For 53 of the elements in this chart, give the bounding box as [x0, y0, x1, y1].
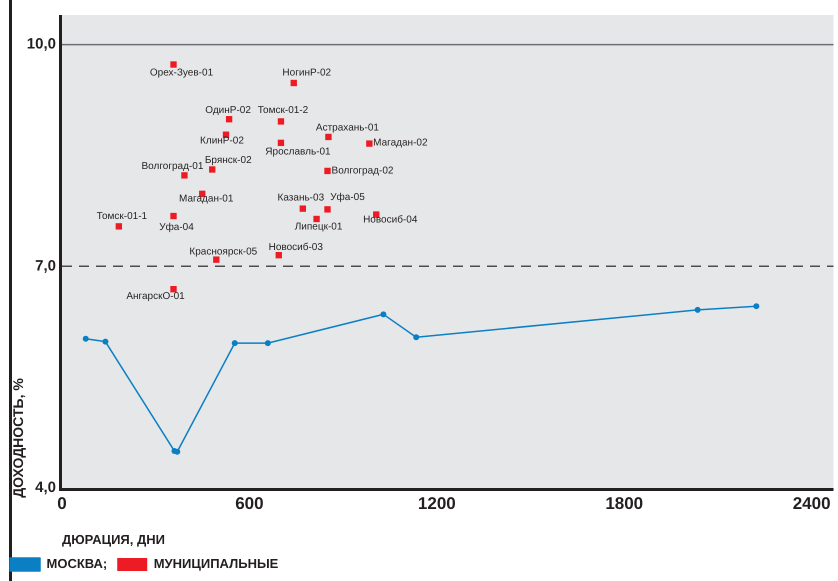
annotation: Красноярск-05 [189, 246, 258, 258]
x-axis-title: ДЮРАЦИЯ, ДНИ [62, 532, 165, 547]
annotation: Новосиб-04 [363, 214, 418, 226]
point [82, 336, 89, 342]
annotation: НогинР-02 [282, 68, 332, 79]
annotation: Брянск-02 [204, 155, 252, 166]
point [366, 140, 373, 147]
legend-label: МОСКВА; [46, 556, 108, 572]
point [232, 340, 238, 346]
point [380, 311, 386, 318]
point [226, 116, 232, 122]
legend-label: МУНИЦИПАЛЬНЫЕ [154, 556, 279, 572]
point [413, 334, 420, 340]
x-tick-label: 1200 [418, 494, 456, 513]
annotation: Томск-01-1 [96, 211, 148, 222]
y-axis-title: ДОХОДНОСТЬ, % [10, 378, 26, 498]
annotation: КлинР-02 [200, 135, 244, 146]
annotation: Липецк-01 [294, 222, 343, 233]
annotation: Магадан-01 [179, 194, 234, 205]
x-tick-label: 1800 [605, 494, 644, 513]
x-tick-label: 600 [235, 494, 264, 513]
point [181, 172, 188, 179]
point [264, 340, 271, 346]
point [102, 338, 108, 345]
x-tick-label: 0 [57, 494, 67, 513]
point [276, 252, 282, 258]
point [324, 206, 331, 213]
point [278, 118, 284, 125]
point [116, 223, 122, 230]
annotation: Казань-03 [278, 192, 325, 204]
annotation: Томск-01-2 [258, 105, 309, 116]
annotation: Уфа-05 [330, 192, 366, 204]
point [300, 205, 306, 212]
annotation: Новосиб-03 [268, 242, 324, 253]
annotation: Уфа-04 [159, 222, 194, 233]
y-tick-label: 10,0 [26, 36, 56, 53]
annotation: Волгоград-01 [141, 161, 204, 172]
point [278, 140, 284, 146]
y-tick-label: 7,0 [35, 257, 56, 274]
point [170, 286, 177, 292]
x-tick-label: 2400 [792, 494, 831, 513]
annotation: АнгарскО-01 [126, 290, 186, 302]
annotation: Ярославль-01 [265, 146, 332, 158]
annotation: Волгоград-02 [332, 166, 394, 177]
annotation: Орех-Зуев-01 [150, 67, 214, 78]
annotation: Астрахань-01 [316, 122, 380, 134]
point [753, 303, 760, 310]
y-tick-label: 4,0 [35, 479, 56, 496]
point [694, 306, 701, 313]
point [290, 80, 297, 86]
annotation: ОдинР-02 [205, 104, 252, 116]
annotation: Магадан-02 [373, 137, 428, 148]
point [209, 166, 216, 173]
